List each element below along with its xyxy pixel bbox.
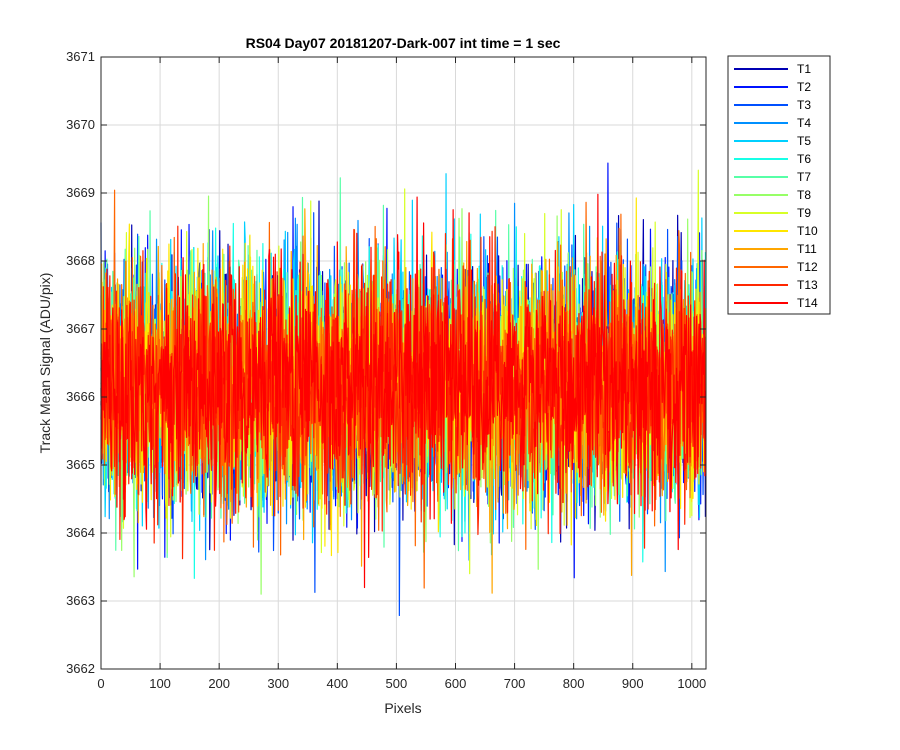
legend-label-t4: T4 bbox=[797, 116, 811, 130]
legend-label-t1: T1 bbox=[797, 62, 811, 76]
legend-label-t8: T8 bbox=[797, 188, 811, 202]
legend: T1 T2 T3 T4 T5 T6 T7 T8 T9 T10 T11 T12 T13 T14 bbox=[727, 55, 831, 315]
legend-label-t2: T2 bbox=[797, 80, 811, 94]
y-tick-label: 3667 bbox=[66, 321, 95, 336]
legend-label-t12: T12 bbox=[797, 260, 818, 274]
legend-label-t7: T7 bbox=[797, 170, 811, 184]
legend-label-t6: T6 bbox=[797, 152, 811, 166]
legend-label-t3: T3 bbox=[797, 98, 811, 112]
y-tick-label: 3669 bbox=[66, 185, 95, 200]
x-tick-label: 700 bbox=[504, 676, 526, 691]
legend-label-t10: T10 bbox=[797, 224, 818, 238]
legend-label-t9: T9 bbox=[797, 206, 811, 220]
x-tick-label: 100 bbox=[149, 676, 171, 691]
x-tick-label: 600 bbox=[445, 676, 467, 691]
x-axis-label: Pixels bbox=[384, 700, 421, 716]
x-tick-label: 500 bbox=[386, 676, 408, 691]
y-tick-label: 3670 bbox=[66, 117, 95, 132]
axis-ticks: 0 100 200 300 400 500 600 700 800 900 1000 3662 3663… bbox=[66, 49, 706, 691]
x-tick-label: 800 bbox=[563, 676, 585, 691]
x-tick-label: 300 bbox=[267, 676, 289, 691]
x-tick-label: 1000 bbox=[677, 676, 706, 691]
x-tick-label: 400 bbox=[326, 676, 348, 691]
series-lines bbox=[100, 162, 707, 617]
y-tick-label: 3665 bbox=[66, 457, 95, 472]
y-tick-label: 3668 bbox=[66, 253, 95, 268]
legend-box bbox=[727, 55, 831, 315]
x-tick-label: 200 bbox=[208, 676, 230, 691]
plot-area: 0 100 200 300 400 500 600 700 800 900 1000 3662 3663… bbox=[66, 49, 707, 691]
x-tick-label: 0 bbox=[97, 676, 104, 691]
series-line-t14 bbox=[100, 193, 707, 589]
y-tick-label: 3664 bbox=[66, 525, 95, 540]
y-tick-label: 3662 bbox=[66, 661, 95, 676]
legend-label-t11: T11 bbox=[797, 242, 817, 256]
y-axis-label: Track Mean Signal (ADU/pix) bbox=[37, 273, 53, 454]
legend-label-t5: T5 bbox=[797, 134, 811, 148]
y-tick-label: 3663 bbox=[66, 593, 95, 608]
y-tick-label: 3666 bbox=[66, 389, 95, 404]
axes-frame bbox=[100, 56, 707, 670]
x-tick-label: 900 bbox=[622, 676, 644, 691]
chart-title: RS04 Day07 20181207-Dark-007 int time = … bbox=[246, 35, 561, 51]
y-tick-label: 3671 bbox=[66, 49, 95, 64]
legend-items: T1 T2 T3 T4 T5 T6 T7 T8 T9 T10 T11 T12 T13 T14 bbox=[734, 62, 818, 310]
legend-label-t13: T13 bbox=[797, 278, 818, 292]
legend-label-t14: T14 bbox=[797, 296, 818, 310]
